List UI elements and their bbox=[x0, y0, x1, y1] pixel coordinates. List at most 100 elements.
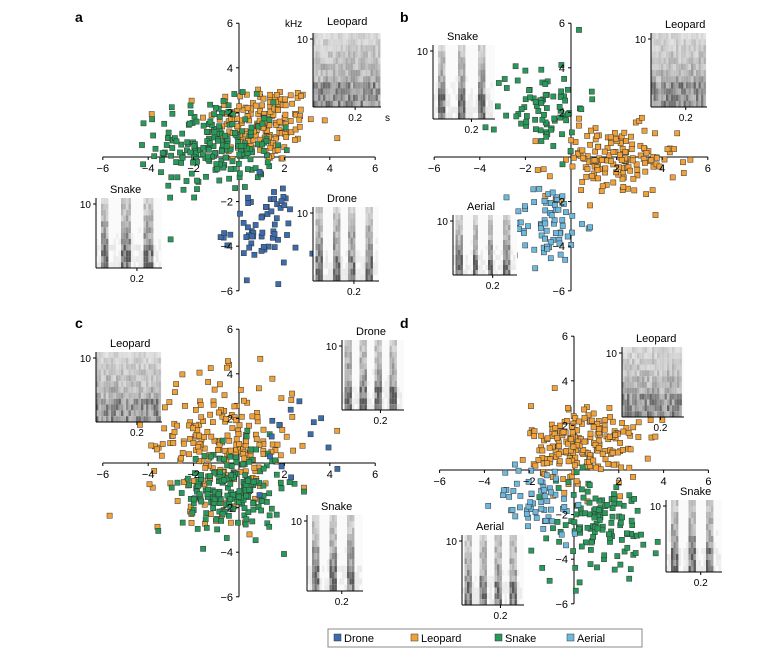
scatter-point-snake bbox=[221, 456, 227, 463]
spectrogram-cell bbox=[353, 213, 356, 220]
spectrogram-cell bbox=[658, 100, 661, 107]
spectrogram-cell bbox=[345, 262, 348, 269]
spectrogram-cell bbox=[101, 398, 104, 405]
scatter-point-leopard bbox=[535, 457, 542, 463]
spectrogram-cell bbox=[148, 215, 151, 222]
spectrogram-cell bbox=[342, 565, 345, 572]
spectrogram-cell bbox=[458, 75, 461, 82]
spectrogram-cell bbox=[634, 399, 637, 406]
scatter-point-drone bbox=[240, 220, 247, 226]
spectrogram-cell bbox=[458, 245, 461, 250]
scatter-point-leopard bbox=[279, 427, 286, 433]
spectrogram-cell bbox=[108, 387, 111, 393]
spectrogram-cell bbox=[320, 88, 323, 95]
spectrogram-cell bbox=[693, 536, 696, 542]
spectrogram-cell bbox=[662, 405, 665, 412]
spectrogram-cell bbox=[627, 411, 630, 417]
scatter-point-snake bbox=[220, 98, 227, 104]
spectrogram-cell bbox=[360, 88, 363, 95]
spectrogram-cell bbox=[686, 57, 689, 64]
spectrogram-cell bbox=[354, 578, 357, 585]
x-tick-label: −4 bbox=[142, 163, 155, 175]
spectrogram-cell bbox=[455, 265, 458, 270]
spectrogram-cell bbox=[363, 88, 366, 95]
spectrogram-cell bbox=[370, 63, 373, 70]
spectrogram-cell bbox=[329, 553, 332, 560]
spectrogram-cell bbox=[683, 51, 686, 58]
spectrogram-cell bbox=[101, 233, 104, 239]
spectrogram-cell bbox=[121, 352, 124, 358]
spectrogram-cell bbox=[696, 33, 699, 40]
scatter-point-snake bbox=[514, 77, 521, 84]
spectrogram-cell bbox=[358, 100, 361, 107]
spectrogram-cell bbox=[328, 100, 331, 107]
spectrogram-cell bbox=[318, 274, 321, 281]
spectrogram-cell bbox=[658, 33, 661, 40]
scatter-point-snake bbox=[626, 492, 633, 499]
spectrogram-cell bbox=[141, 262, 144, 268]
spectrogram-cell bbox=[458, 51, 461, 58]
spectrogram-cell bbox=[332, 534, 335, 541]
spectrogram-cell bbox=[458, 69, 461, 76]
spectrogram-cell bbox=[661, 82, 664, 89]
spectrogram-cell bbox=[464, 593, 467, 600]
scatter-point-snake bbox=[535, 108, 542, 114]
spectrogram-cell bbox=[151, 227, 154, 233]
spectrogram-cell bbox=[148, 221, 151, 228]
spectrogram-cell bbox=[460, 75, 463, 82]
spectrogram-cell bbox=[696, 100, 699, 107]
spectrogram-cell bbox=[106, 410, 109, 417]
x-tick-label: −6 bbox=[97, 163, 110, 175]
spectrogram-cell bbox=[352, 572, 355, 579]
spectrogram-cell bbox=[681, 88, 684, 95]
inset-title: Snake bbox=[680, 486, 711, 498]
scatter-point-snake bbox=[220, 164, 227, 171]
spectrogram-cell bbox=[686, 82, 689, 89]
spectrogram-cell bbox=[116, 262, 119, 268]
spectrogram-cell bbox=[703, 100, 706, 107]
spectrogram-cell bbox=[627, 393, 630, 400]
spectrogram-cell bbox=[338, 94, 341, 101]
spectrogram-cell bbox=[507, 570, 510, 576]
spectrogram-cell bbox=[639, 393, 642, 400]
spectrogram-cell bbox=[632, 411, 635, 417]
spectrogram-cell bbox=[330, 82, 333, 89]
spectrogram-cell bbox=[677, 382, 680, 388]
spectrogram-cell bbox=[686, 554, 689, 560]
scatter-point-drone bbox=[288, 474, 294, 481]
spectrogram-cell bbox=[350, 250, 353, 257]
spectrogram-cell bbox=[349, 546, 352, 553]
scatter-point-aerial bbox=[549, 518, 555, 525]
scatter-point-leopard bbox=[580, 447, 587, 453]
scatter-point-snake bbox=[221, 477, 228, 484]
spectrogram-cell bbox=[379, 375, 382, 381]
spectrogram-cell bbox=[368, 51, 371, 58]
spectrogram-cell bbox=[353, 262, 356, 269]
scatter-point-leopard bbox=[618, 464, 625, 471]
scatter-point-leopard bbox=[227, 447, 234, 454]
spectrogram-cell bbox=[343, 94, 346, 101]
scatter-point-leopard bbox=[200, 114, 206, 121]
spectrogram-cell bbox=[111, 416, 114, 422]
spectrogram-cell bbox=[315, 256, 318, 263]
spectrogram-cell bbox=[508, 250, 511, 255]
spectrogram-cell bbox=[703, 63, 706, 70]
scatter-point-snake bbox=[194, 186, 200, 192]
spectrogram-cell bbox=[657, 405, 660, 412]
spectrogram-cell bbox=[377, 392, 380, 399]
spectrogram-cell bbox=[345, 88, 348, 95]
spectrogram-cell bbox=[455, 260, 458, 265]
spectrogram-cell bbox=[519, 587, 522, 594]
spectrogram-cell bbox=[344, 357, 347, 364]
spectrogram-texture bbox=[96, 198, 161, 268]
spectrogram-cell bbox=[379, 404, 382, 410]
spectrogram-cell bbox=[357, 398, 360, 405]
scatter-point-leopard bbox=[599, 451, 606, 457]
spectrogram-cell bbox=[463, 88, 466, 95]
spectrogram-cell bbox=[156, 363, 159, 370]
spectrogram-cell bbox=[126, 198, 129, 204]
spectrogram-cell bbox=[475, 240, 478, 245]
spectrogram-cell bbox=[355, 70, 358, 77]
